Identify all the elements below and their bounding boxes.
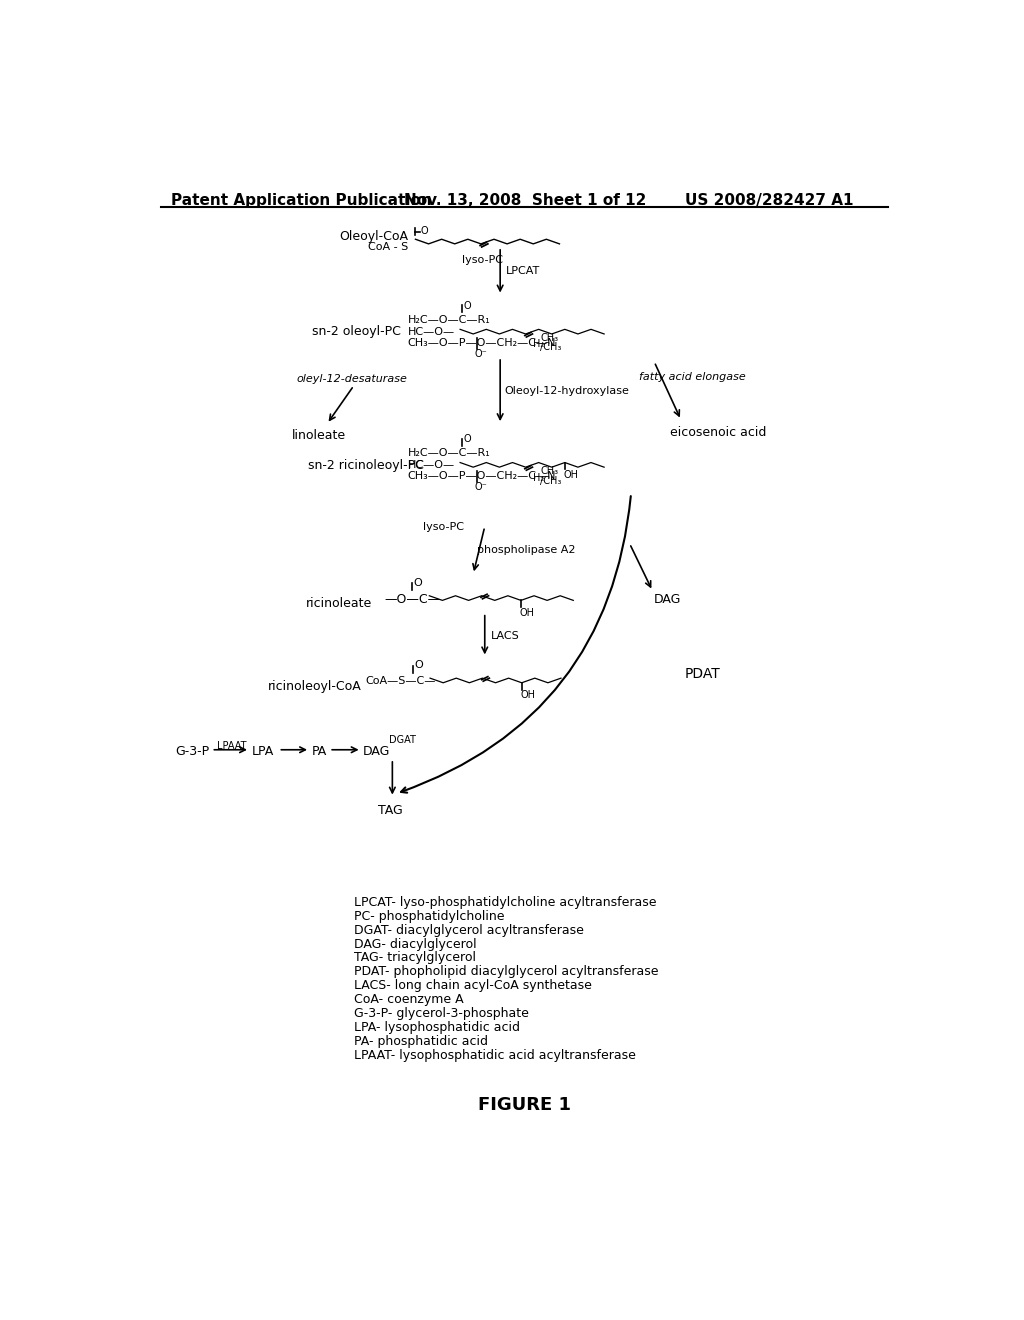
Text: CH₃: CH₃ — [541, 466, 558, 477]
Text: eicosenoic acid: eicosenoic acid — [670, 426, 766, 440]
Text: /CH₃: /CH₃ — [541, 475, 561, 486]
Text: LPCAT- lyso-phosphatidylcholine acyltransferase: LPCAT- lyso-phosphatidylcholine acyltran… — [354, 896, 656, 909]
Text: Nov. 13, 2008  Sheet 1 of 12: Nov. 13, 2008 Sheet 1 of 12 — [403, 193, 646, 209]
Text: phospholipase A2: phospholipase A2 — [477, 545, 575, 554]
Text: lyso-PC: lyso-PC — [423, 521, 464, 532]
Text: DAG: DAG — [364, 744, 390, 758]
Text: Patent Application Publication: Patent Application Publication — [171, 193, 431, 209]
Text: LPAAT- lysophosphatidic acid acyltransferase: LPAAT- lysophosphatidic acid acyltransfe… — [354, 1048, 636, 1061]
Text: US 2008/282427 A1: US 2008/282427 A1 — [685, 193, 853, 209]
Text: CH₃—O—P—O—CH₂—C—N: CH₃—O—P—O—CH₂—C—N — [408, 471, 556, 480]
Text: —O—C—: —O—C— — [385, 594, 440, 606]
Text: OH: OH — [519, 609, 535, 618]
Text: LACS: LACS — [490, 631, 519, 642]
Text: DAG- diacylglycerol: DAG- diacylglycerol — [354, 937, 476, 950]
Text: H₂C—O—C—R₁: H₂C—O—C—R₁ — [408, 314, 490, 325]
Text: O: O — [413, 578, 422, 587]
Text: HC—O—: HC—O— — [408, 327, 455, 337]
Text: O: O — [415, 660, 424, 671]
Text: CH₃: CH₃ — [541, 333, 558, 343]
Text: DGAT- diacylglycerol acyltransferase: DGAT- diacylglycerol acyltransferase — [354, 924, 584, 937]
Text: oleyl-12-desaturase: oleyl-12-desaturase — [296, 374, 407, 384]
Text: PDAT- phopholipid diacylglycerol acyltransferase: PDAT- phopholipid diacylglycerol acyltra… — [354, 965, 658, 978]
Text: sn-2 oleoyl-PC: sn-2 oleoyl-PC — [311, 326, 400, 338]
Text: G-3-P: G-3-P — [175, 744, 209, 758]
Text: fatty acid elongase: fatty acid elongase — [639, 372, 745, 383]
Text: LPCAT: LPCAT — [506, 267, 541, 276]
Text: linoleate: linoleate — [292, 429, 346, 442]
Text: ricinoleoyl-CoA: ricinoleoyl-CoA — [267, 680, 361, 693]
Text: O: O — [463, 434, 471, 444]
Text: LPA- lysophosphatidic acid: LPA- lysophosphatidic acid — [354, 1020, 520, 1034]
Text: FIGURE 1: FIGURE 1 — [478, 1096, 571, 1114]
Text: DAG: DAG — [654, 594, 682, 606]
Text: G-3-P- glycerol-3-phosphate: G-3-P- glycerol-3-phosphate — [354, 1007, 528, 1020]
Text: LPAAT: LPAAT — [217, 741, 247, 751]
Text: ricinoleate: ricinoleate — [306, 597, 373, 610]
Text: O⁻: O⁻ — [475, 348, 487, 359]
Text: OH: OH — [520, 690, 536, 701]
Text: TAG- triacylglycerol: TAG- triacylglycerol — [354, 952, 476, 965]
Text: O⁻: O⁻ — [475, 482, 487, 492]
Text: LACS- long chain acyl-CoA synthetase: LACS- long chain acyl-CoA synthetase — [354, 979, 592, 993]
Text: LPA: LPA — [252, 744, 273, 758]
Text: CoA- coenzyme A: CoA- coenzyme A — [354, 993, 464, 1006]
Text: Oleoyl-12-hydroxylase: Oleoyl-12-hydroxylase — [505, 385, 630, 396]
Text: CoA—S—C—: CoA—S—C— — [366, 676, 436, 686]
Text: TAG: TAG — [379, 804, 403, 817]
Text: HC—O—: HC—O— — [408, 461, 455, 470]
Text: PA: PA — [311, 744, 327, 758]
Text: PC- phosphatidylcholine: PC- phosphatidylcholine — [354, 909, 505, 923]
Text: O: O — [463, 301, 471, 310]
Text: lyso-PC: lyso-PC — [462, 255, 503, 264]
Text: O: O — [420, 226, 428, 236]
Text: Oleoyl-CoA: Oleoyl-CoA — [339, 230, 408, 243]
Text: OH: OH — [563, 470, 579, 480]
Text: CH₃—O—P—O—CH₂—C—N: CH₃—O—P—O—CH₂—C—N — [408, 338, 556, 347]
Text: H₂: H₂ — [534, 339, 545, 350]
Text: /CH₃: /CH₃ — [541, 342, 561, 352]
Text: H₂: H₂ — [534, 473, 545, 483]
Text: sn-2 ricinoleoyl-PC: sn-2 ricinoleoyl-PC — [307, 459, 424, 471]
Text: PDAT: PDAT — [685, 667, 721, 681]
Text: DGAT: DGAT — [389, 735, 416, 744]
Text: CoA - S: CoA - S — [368, 243, 408, 252]
Text: H₂C—O—C—R₁: H₂C—O—C—R₁ — [408, 447, 490, 458]
Text: PA- phosphatidic acid: PA- phosphatidic acid — [354, 1035, 487, 1048]
